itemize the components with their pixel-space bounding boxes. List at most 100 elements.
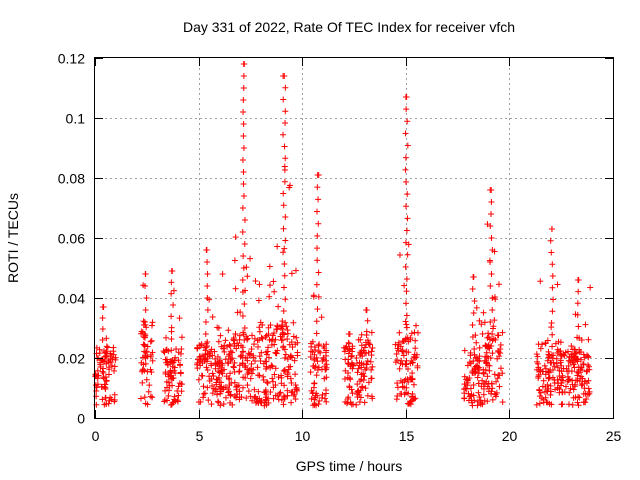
data-point xyxy=(247,255,254,262)
data-point xyxy=(257,319,264,326)
data-point xyxy=(231,340,238,347)
data-point xyxy=(111,363,118,370)
data-point xyxy=(173,346,180,353)
data-point xyxy=(357,336,364,343)
data-point xyxy=(148,337,155,344)
data-point xyxy=(281,261,288,267)
data-point xyxy=(219,271,226,278)
data-point xyxy=(403,106,410,113)
data-point xyxy=(262,388,269,395)
data-point xyxy=(315,269,322,276)
data-point xyxy=(202,347,209,354)
data-point xyxy=(149,322,156,329)
data-point xyxy=(542,365,549,372)
data-point xyxy=(314,172,321,178)
data-point xyxy=(109,362,116,369)
data-point xyxy=(210,373,217,380)
data-point xyxy=(270,330,277,337)
data-point xyxy=(227,392,234,399)
data-point xyxy=(281,178,288,185)
data-point xyxy=(168,336,175,342)
data-point xyxy=(402,203,409,210)
data-point xyxy=(403,288,410,295)
data-point xyxy=(168,290,175,297)
data-point xyxy=(100,359,107,365)
data-point xyxy=(142,355,149,361)
data-point xyxy=(105,400,112,407)
data-point xyxy=(141,343,148,349)
data-point xyxy=(266,263,273,270)
data-point xyxy=(472,365,479,372)
data-point xyxy=(288,339,295,346)
data-point xyxy=(479,377,486,384)
data-point xyxy=(581,399,588,406)
data-point xyxy=(314,232,321,239)
data-point xyxy=(400,352,407,359)
data-point xyxy=(100,348,107,354)
data-point xyxy=(401,282,408,289)
data-point xyxy=(105,371,112,378)
data-point xyxy=(149,319,156,326)
data-point xyxy=(461,381,468,388)
data-point xyxy=(350,362,357,369)
data-point xyxy=(311,401,318,408)
data-point xyxy=(585,336,592,343)
data-point xyxy=(204,355,211,361)
data-point xyxy=(320,354,327,361)
data-point xyxy=(204,259,211,265)
data-point xyxy=(396,329,403,336)
data-point xyxy=(489,331,496,337)
data-point xyxy=(356,399,363,406)
data-point xyxy=(557,382,564,389)
data-point xyxy=(264,380,271,387)
data-point xyxy=(258,334,265,341)
data-point xyxy=(240,145,247,151)
data-point xyxy=(579,381,586,388)
data-point xyxy=(240,73,247,79)
data-point xyxy=(559,401,566,408)
data-point xyxy=(240,109,247,115)
data-point xyxy=(168,347,175,354)
data-point xyxy=(168,313,175,320)
data-point xyxy=(256,353,263,360)
data-point xyxy=(141,348,148,355)
data-point xyxy=(240,61,247,67)
data-point xyxy=(222,337,229,344)
data-point xyxy=(313,318,320,325)
data-point xyxy=(537,345,544,352)
data-point xyxy=(574,358,581,365)
data-point xyxy=(285,363,292,370)
data-point xyxy=(280,202,287,209)
data-point xyxy=(492,391,499,398)
data-point xyxy=(548,352,555,359)
data-point xyxy=(263,363,270,370)
data-point xyxy=(283,323,290,330)
data-point xyxy=(282,214,289,220)
data-point xyxy=(403,321,410,328)
data-point xyxy=(476,344,483,351)
data-point xyxy=(489,247,496,253)
data-point xyxy=(480,370,487,377)
data-point xyxy=(171,357,178,364)
y-tick-label: 0.12 xyxy=(58,51,85,67)
data-point xyxy=(110,344,117,351)
data-point xyxy=(204,295,211,301)
data-point xyxy=(535,364,542,371)
data-point xyxy=(476,317,483,324)
data-point xyxy=(402,166,409,173)
data-point xyxy=(219,362,226,369)
data-point xyxy=(556,348,563,355)
data-point xyxy=(249,332,256,339)
data-point xyxy=(103,352,110,359)
data-point xyxy=(291,357,298,364)
data-point xyxy=(262,396,269,403)
data-point xyxy=(247,393,254,400)
data-point xyxy=(254,337,261,344)
data-point xyxy=(142,271,149,277)
data-point xyxy=(549,273,556,279)
x-tick-label: 25 xyxy=(606,428,622,444)
data-point xyxy=(340,344,347,351)
data-point xyxy=(478,399,485,406)
data-point xyxy=(250,352,257,359)
